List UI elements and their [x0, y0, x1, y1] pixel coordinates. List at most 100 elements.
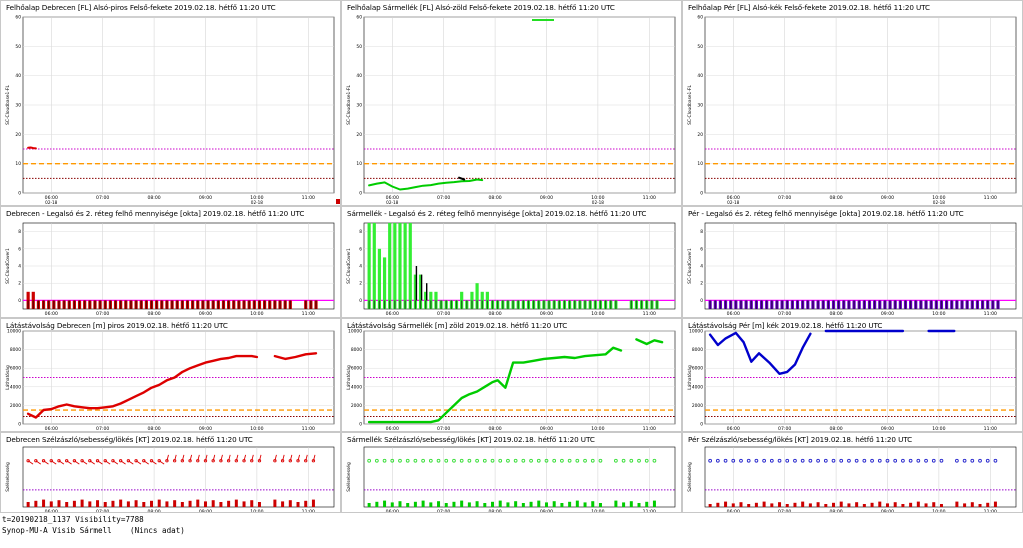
bar-inner [745, 300, 747, 309]
wind-marker [390, 458, 395, 463]
x-tick-label: 09:00 [199, 195, 212, 201]
bar-inner [563, 300, 566, 309]
gust-bar [978, 504, 982, 507]
gust-bar [65, 502, 69, 507]
bar-inner [589, 300, 591, 309]
x-tick-label: 09:00 [881, 195, 894, 201]
gust-bar [42, 499, 46, 507]
gust-bar [111, 500, 115, 507]
bar-inner [755, 300, 758, 309]
wind-marker [428, 458, 433, 463]
y-tick-label: 20 [356, 132, 362, 138]
bar-inner [191, 300, 194, 309]
y-tick-label: 6000 [692, 366, 703, 372]
bar-secondary [420, 274, 423, 301]
bar-inner [233, 300, 235, 309]
gust-bar [754, 502, 758, 507]
chart-title: Felhőalap Sármellék [FL] Alsó-zöld Felső… [347, 3, 615, 12]
wind-marker [459, 458, 464, 463]
bar-inner [414, 300, 417, 309]
y-axis-label: Szélsebesség [4, 462, 11, 492]
bar-inner [63, 300, 65, 309]
bar-inner [217, 300, 219, 309]
bar-inner [604, 300, 607, 309]
wind-marker [746, 458, 751, 463]
wind-barb [74, 460, 80, 465]
bar [31, 291, 35, 309]
wind-marker [985, 458, 990, 463]
wind-marker [536, 458, 541, 463]
bar-inner [807, 300, 809, 309]
gust-bar [793, 502, 797, 507]
bar-inner [68, 300, 70, 309]
gust-bar [429, 502, 433, 507]
x-tick-label: 09:00 [199, 311, 212, 317]
bar-inner [771, 300, 773, 309]
bar-inner [310, 300, 312, 309]
y-tick-label: 8 [700, 229, 703, 235]
x-tick-label: 10:00 [591, 195, 604, 201]
x-tick-label: 07:00 [96, 195, 109, 201]
gust-bar [103, 502, 107, 507]
bar-inner [507, 300, 509, 309]
gust-bar [568, 501, 572, 507]
gust-bar [708, 504, 712, 507]
bar-inner [78, 300, 81, 309]
y-tick-label: 6000 [10, 366, 21, 372]
wind-marker [644, 458, 649, 463]
wind-marker [506, 458, 510, 463]
x-tick-label: 10:00 [932, 509, 945, 513]
wind-marker [716, 458, 720, 463]
wind-marker [103, 459, 107, 463]
gust-bar [870, 502, 874, 507]
chart-panel: 06:00 07:00 08:00 09:00 10:00 11:00 Szélsebess… [0, 432, 341, 513]
bar-inner [853, 300, 855, 309]
x-tick-label: 11:00 [643, 311, 656, 317]
chart-svg: 06:00 07:00 08:00 09:00 10:00 11:00 0 2 4 6 8 SC-Cl… [346, 222, 676, 317]
bar [470, 291, 474, 309]
gust-bar [939, 504, 943, 507]
wind-marker [80, 459, 84, 463]
y-axis-label: SC-Cloudbase1-FL [5, 85, 11, 125]
bar-inner [553, 300, 555, 309]
y-tick-label: 2 [359, 281, 362, 287]
y-tick-label: 0 [18, 298, 21, 304]
chart-svg: 06:00 07:00 08:00 09:00 10:00 11:00 0 2 4 6 8 SC-Cl… [687, 222, 1017, 317]
gust-bar [824, 504, 828, 507]
y-tick-label: 6 [700, 246, 703, 252]
bar-inner [130, 300, 132, 309]
gust-bar [629, 501, 633, 507]
wind-marker [436, 458, 441, 463]
bar-inner [368, 300, 370, 309]
gust-bar [583, 502, 587, 507]
chart-svg: 06:00 07:00 08:00 09:00 10:00 11:00 Szélsebess… [345, 446, 676, 512]
bar-inner [987, 300, 989, 309]
gust-bar [188, 500, 192, 507]
gust-bar [406, 503, 410, 507]
x-tick-label: 06:00 [386, 311, 399, 317]
x-tick-label: 08:00 [488, 195, 501, 201]
y-tick-label: 0 [18, 422, 21, 428]
x-tick-label: 08:00 [488, 311, 501, 317]
gust-bar [398, 501, 402, 507]
bar-inner [615, 300, 617, 309]
status-line-2: Synop-MU-A Visib Sármell (Nincs adat) [2, 526, 185, 535]
x-tick-label: 07:00 [437, 311, 450, 317]
bar-inner [656, 300, 658, 309]
gust-bar [444, 503, 448, 507]
bar [367, 223, 371, 309]
gust-bar [296, 502, 300, 507]
wind-marker [739, 458, 743, 463]
x-tick-label: 11:00 [643, 426, 656, 432]
wind-marker [398, 458, 402, 463]
gust-bar [375, 501, 379, 507]
wind-marker [405, 458, 410, 463]
y-tick-label: 0 [700, 298, 703, 304]
chart-svg: 06:00 07:00 08:00 09:00 10:00 11:00 02-18 02-18… [687, 15, 1017, 205]
gust-bar [227, 500, 231, 507]
wind-barb [305, 454, 308, 461]
x-tick-label: 10:00 [932, 426, 945, 432]
wind-barb [51, 460, 57, 465]
bar-inner [274, 300, 276, 309]
bar-inner [161, 300, 163, 309]
